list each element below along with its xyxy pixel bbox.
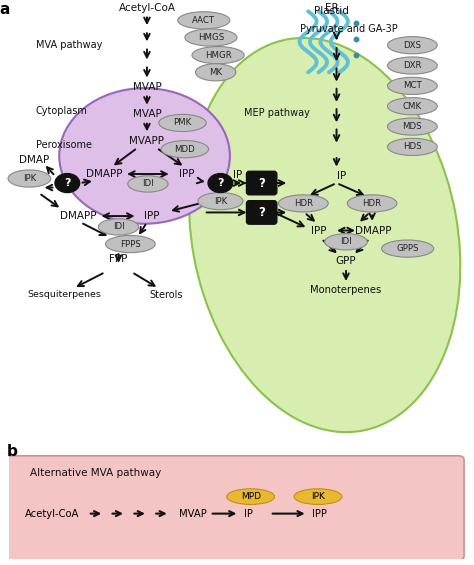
Text: Monoterpenes: Monoterpenes (310, 285, 382, 295)
Text: ?: ? (258, 176, 265, 190)
Text: FPP: FPP (109, 254, 128, 263)
Text: MVAP: MVAP (133, 82, 161, 92)
Text: MK: MK (209, 68, 222, 77)
Text: Sesquiterpenes: Sesquiterpenes (27, 290, 101, 299)
Text: HDR: HDR (294, 199, 313, 208)
Text: Alternative MVA pathway: Alternative MVA pathway (30, 468, 161, 478)
Ellipse shape (294, 489, 342, 505)
Ellipse shape (198, 193, 243, 210)
Text: IDI: IDI (340, 237, 352, 246)
Ellipse shape (189, 38, 460, 432)
Text: AACT: AACT (192, 16, 215, 25)
Text: HMGR: HMGR (205, 51, 231, 60)
Ellipse shape (208, 173, 233, 193)
Text: a: a (0, 2, 9, 18)
Ellipse shape (185, 29, 237, 46)
Text: DMAPP: DMAPP (86, 169, 123, 179)
Ellipse shape (227, 489, 274, 505)
Text: GPPS: GPPS (396, 244, 419, 253)
Text: MVAP: MVAP (179, 508, 207, 519)
Text: Acetyl-CoA: Acetyl-CoA (26, 508, 80, 519)
Ellipse shape (387, 37, 437, 54)
Ellipse shape (387, 138, 437, 155)
Text: DMAPP: DMAPP (60, 211, 97, 221)
Text: MVAP: MVAP (133, 109, 161, 119)
Text: DXR: DXR (403, 61, 422, 70)
Text: MDD: MDD (174, 145, 195, 154)
FancyBboxPatch shape (246, 171, 277, 195)
Text: IDI: IDI (142, 180, 154, 189)
Text: HDS: HDS (403, 142, 422, 151)
Ellipse shape (59, 88, 230, 224)
FancyBboxPatch shape (6, 456, 464, 560)
Ellipse shape (387, 118, 437, 135)
Text: DMAP: DMAP (19, 155, 49, 166)
Text: HMGS: HMGS (198, 33, 224, 42)
Text: ?: ? (258, 206, 265, 219)
Text: MVAPP: MVAPP (129, 136, 164, 146)
Ellipse shape (128, 176, 168, 192)
Text: MCT: MCT (403, 81, 422, 90)
Text: MDS: MDS (402, 122, 422, 131)
Ellipse shape (8, 170, 51, 187)
Text: IP: IP (233, 171, 243, 180)
Ellipse shape (382, 240, 434, 257)
Text: MEP pathway: MEP pathway (244, 108, 310, 118)
Text: Peroxisome: Peroxisome (36, 140, 91, 150)
Ellipse shape (325, 234, 367, 250)
Text: IPP: IPP (312, 508, 327, 519)
Ellipse shape (159, 114, 206, 132)
Text: Cytoplasm: Cytoplasm (36, 106, 87, 116)
Ellipse shape (178, 12, 230, 29)
Text: ?: ? (64, 178, 71, 188)
Text: Plastid: Plastid (314, 6, 349, 16)
Text: IPK: IPK (214, 197, 227, 206)
Text: IP: IP (337, 171, 346, 181)
Ellipse shape (99, 219, 138, 235)
Text: ER: ER (325, 3, 338, 13)
Text: PMK: PMK (173, 119, 191, 128)
FancyBboxPatch shape (246, 201, 277, 224)
Text: MPD: MPD (241, 492, 261, 501)
Ellipse shape (106, 236, 155, 253)
Ellipse shape (192, 46, 244, 64)
Text: IPK: IPK (23, 174, 36, 183)
Ellipse shape (195, 64, 236, 81)
Ellipse shape (387, 77, 437, 94)
Ellipse shape (347, 195, 397, 212)
Text: IPP: IPP (144, 211, 159, 221)
Text: GPP: GPP (336, 257, 356, 266)
Text: DMAPP: DMAPP (355, 225, 392, 236)
Ellipse shape (387, 57, 437, 74)
Ellipse shape (387, 98, 437, 115)
Text: b: b (7, 444, 18, 459)
Text: Sterols: Sterols (149, 290, 182, 299)
Text: ?: ? (217, 178, 224, 188)
Text: IDI: IDI (113, 223, 124, 232)
Text: IPP: IPP (311, 225, 326, 236)
Text: DXS: DXS (403, 41, 421, 50)
Ellipse shape (55, 173, 80, 193)
Text: IPP: IPP (180, 169, 195, 179)
Ellipse shape (279, 195, 328, 212)
Text: Pyruvate and GA-3P: Pyruvate and GA-3P (300, 24, 397, 34)
Text: MVA pathway: MVA pathway (36, 40, 102, 50)
Text: FPPS: FPPS (120, 240, 141, 249)
Text: Acetyl-CoA: Acetyl-CoA (118, 3, 175, 13)
Text: IPK: IPK (311, 492, 325, 501)
Text: IP: IP (244, 508, 253, 519)
Text: HDR: HDR (363, 199, 382, 208)
Text: CMK: CMK (403, 102, 422, 111)
Ellipse shape (161, 141, 209, 158)
